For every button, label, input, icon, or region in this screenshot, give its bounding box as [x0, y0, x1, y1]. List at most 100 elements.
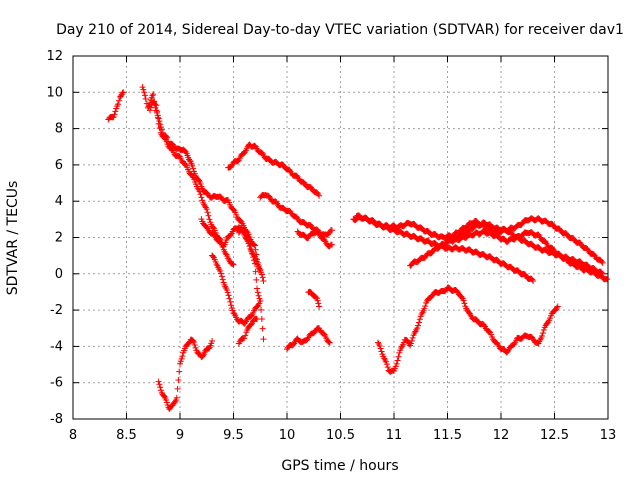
x-tick-label: 12 — [493, 428, 510, 443]
data-point — [315, 300, 322, 307]
data-point — [251, 260, 258, 267]
data-point — [393, 360, 400, 367]
data-point — [209, 337, 216, 344]
series-track-8 — [209, 252, 264, 327]
data-point — [266, 193, 273, 200]
data-point — [396, 349, 403, 356]
data-point — [119, 89, 126, 96]
data-point — [325, 339, 332, 346]
data-point — [199, 197, 206, 204]
data-point — [209, 224, 216, 231]
data-point — [598, 258, 605, 265]
x-tick-label: 11.5 — [433, 428, 462, 443]
data-point — [312, 294, 319, 301]
data-point — [255, 292, 262, 299]
data-point — [197, 191, 204, 198]
data-point — [218, 273, 225, 280]
y-tick-label: 8 — [55, 122, 63, 137]
data-point — [206, 216, 213, 223]
data-point — [250, 254, 257, 261]
data-point — [120, 89, 127, 96]
data-point — [153, 102, 160, 109]
x-tick-label: 8.5 — [116, 428, 137, 443]
data-point — [227, 231, 234, 238]
chart-title: Day 210 of 2014, Sidereal Day-to-day VTE… — [56, 22, 624, 38]
data-point — [383, 361, 390, 368]
data-point — [157, 384, 164, 391]
data-point — [328, 227, 335, 234]
data-point — [203, 206, 210, 213]
data-point — [190, 165, 197, 172]
x-tick-label: 10 — [279, 428, 296, 443]
data-point — [376, 342, 383, 349]
data-point — [179, 353, 186, 360]
data-point — [147, 107, 154, 114]
series-track-2 — [139, 84, 267, 285]
data-point — [256, 265, 263, 272]
y-tick-label: -2 — [50, 303, 63, 318]
data-point — [116, 97, 123, 104]
data-point — [530, 278, 537, 285]
data-point — [394, 357, 401, 364]
data-point — [198, 194, 205, 201]
data-point — [234, 158, 241, 165]
data-point — [316, 192, 323, 199]
data-point — [481, 322, 488, 329]
data-point — [195, 177, 202, 184]
y-tick-label: 10 — [46, 85, 63, 100]
data-point — [254, 285, 261, 292]
data-point — [415, 322, 422, 329]
data-point — [141, 92, 148, 99]
data-point — [112, 108, 119, 115]
data-point — [241, 335, 248, 342]
data-point — [189, 162, 196, 169]
series-track-4 — [225, 141, 323, 199]
data-point — [542, 238, 549, 245]
data-point — [603, 275, 610, 282]
data-point — [227, 298, 234, 305]
data-point — [226, 295, 233, 302]
data-point — [260, 336, 267, 343]
data-point — [163, 399, 170, 406]
data-point — [161, 393, 168, 400]
x-tick-label: 13 — [600, 428, 617, 443]
data-point — [316, 303, 323, 310]
data-point — [196, 188, 203, 195]
data-point — [161, 135, 168, 142]
data-point — [458, 294, 465, 301]
data-point — [246, 243, 253, 250]
series-track-16 — [407, 215, 606, 269]
data-point — [421, 305, 428, 312]
data-point — [155, 120, 162, 127]
data-point — [242, 332, 249, 339]
data-point — [248, 321, 255, 328]
y-tick-label: 0 — [55, 267, 63, 282]
y-tick-label: 2 — [55, 231, 63, 246]
data-point — [150, 91, 157, 98]
data-point — [384, 364, 391, 371]
data-point — [228, 302, 235, 309]
data-point — [252, 268, 259, 275]
data-point — [603, 276, 610, 283]
data-point — [248, 247, 255, 254]
data-point — [155, 378, 162, 385]
data-point — [154, 114, 161, 121]
x-tick-label: 10.5 — [326, 428, 355, 443]
series-track-5 — [257, 191, 335, 238]
series-track-11 — [155, 336, 216, 413]
y-tick-label: -6 — [50, 376, 63, 391]
data-point — [258, 271, 265, 278]
data-point — [174, 385, 181, 392]
data-point — [395, 353, 402, 360]
data-point — [248, 312, 255, 319]
axis-ticks: 8 8.5 9 9.5 10 10.5 11 11.5 12 12.5 13 -8 -6 -4 -2 0 2 4 6… — [46, 49, 616, 443]
data-point — [260, 278, 267, 285]
x-tick-label: 9 — [176, 428, 184, 443]
data-point — [111, 111, 118, 118]
data-point — [176, 368, 183, 375]
data-point — [156, 125, 163, 132]
data-point — [229, 260, 236, 267]
data-point — [416, 316, 423, 323]
series-track-9 — [235, 315, 261, 347]
series-track-10 — [235, 227, 267, 343]
